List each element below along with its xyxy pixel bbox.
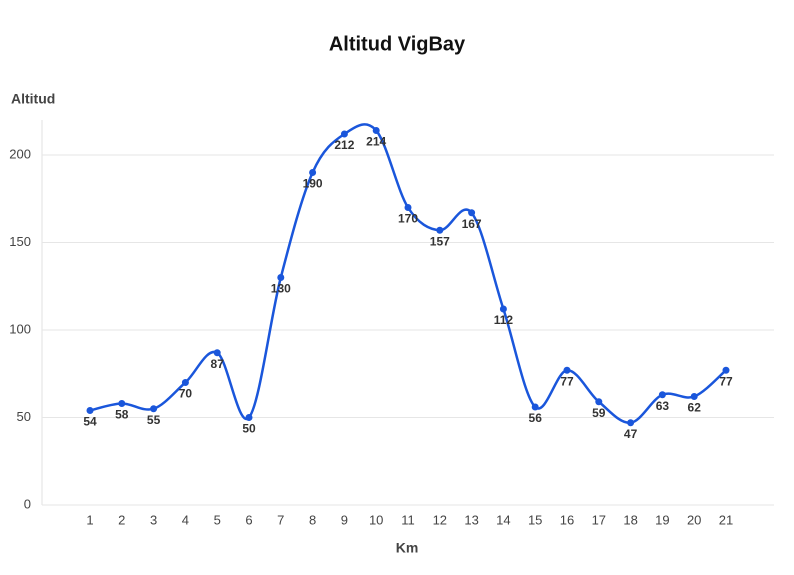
data-label: 167: [462, 217, 482, 231]
data-label: 70: [179, 387, 193, 401]
data-label: 59: [592, 406, 606, 420]
x-tick-label: 11: [401, 512, 415, 527]
line: [89, 123, 727, 425]
point: [118, 400, 126, 407]
x-tick-label: 6: [245, 512, 252, 527]
data-label: 112: [494, 313, 514, 327]
point: [722, 366, 730, 374]
point: [340, 130, 348, 138]
x-tick-label: 19: [655, 512, 669, 527]
chart-title: Altitud VigBay: [329, 33, 466, 55]
x-tick-label: 18: [623, 512, 637, 527]
x-tick-label: 12: [433, 512, 447, 527]
point: [277, 274, 285, 281]
data-label: 55: [147, 413, 161, 427]
y-tick-label: 150: [9, 234, 31, 249]
data-label: 47: [624, 427, 638, 441]
data-label: 63: [656, 399, 670, 413]
x-axis-label: Km: [396, 540, 419, 556]
y-tick-label: 100: [9, 321, 31, 336]
data-label: 130: [271, 282, 291, 296]
x-tick-label: 1: [86, 512, 93, 527]
data-label: 87: [211, 357, 225, 371]
point: [531, 403, 539, 411]
point: [86, 407, 94, 414]
data-label: 157: [430, 234, 450, 248]
x-tick-label: 9: [341, 512, 348, 527]
y-tick-label: 200: [9, 146, 31, 161]
data-label: 214: [366, 135, 386, 149]
x-tick-label: 7: [277, 512, 284, 527]
x-tick-label: 13: [464, 512, 478, 527]
data-label: 62: [688, 401, 702, 415]
grid: [41, 120, 774, 506]
point: [595, 398, 603, 406]
point: [245, 414, 253, 421]
x-tick-label: 17: [592, 512, 606, 527]
y-tick-label: 50: [17, 409, 31, 424]
x-tick-label: 14: [496, 512, 510, 527]
x-tick-label: 4: [182, 512, 189, 527]
point: [372, 127, 380, 134]
point: [150, 405, 158, 413]
point: [436, 226, 444, 234]
point: [181, 379, 189, 386]
x-tick-label: 5: [214, 512, 221, 527]
data-label: 190: [303, 177, 323, 191]
data-label: 170: [398, 212, 418, 226]
x-tick-label: 2: [118, 512, 125, 527]
data-label: 56: [529, 411, 543, 425]
x-tick-label: 3: [150, 512, 157, 527]
data-label: 212: [334, 138, 354, 152]
point: [213, 349, 221, 357]
point: [499, 305, 507, 313]
y-tick-label: 0: [24, 496, 31, 511]
x-tick-label: 8: [309, 512, 316, 527]
data-label: 54: [83, 415, 97, 429]
data-label: 58: [115, 408, 129, 422]
x-tick-label: 16: [560, 512, 574, 527]
point: [404, 204, 412, 211]
data-label: 50: [242, 422, 256, 436]
x-tick-label: 20: [687, 512, 701, 527]
point: [627, 419, 635, 427]
point: [309, 169, 317, 176]
data-label: 77: [719, 374, 733, 388]
y-axis-label: Altitud: [11, 91, 55, 107]
point: [468, 209, 476, 217]
x-tick-label: 21: [719, 512, 733, 527]
x-tick-label: 15: [528, 512, 542, 527]
point: [690, 393, 698, 400]
plot: 54 58 55 70 87 50 130 190 212 214 170 157 167 112 56 77…: [83, 123, 733, 441]
point: [658, 391, 666, 399]
point: [563, 366, 571, 374]
data-label: 77: [560, 374, 574, 388]
x-tick-label: 10: [369, 512, 383, 527]
